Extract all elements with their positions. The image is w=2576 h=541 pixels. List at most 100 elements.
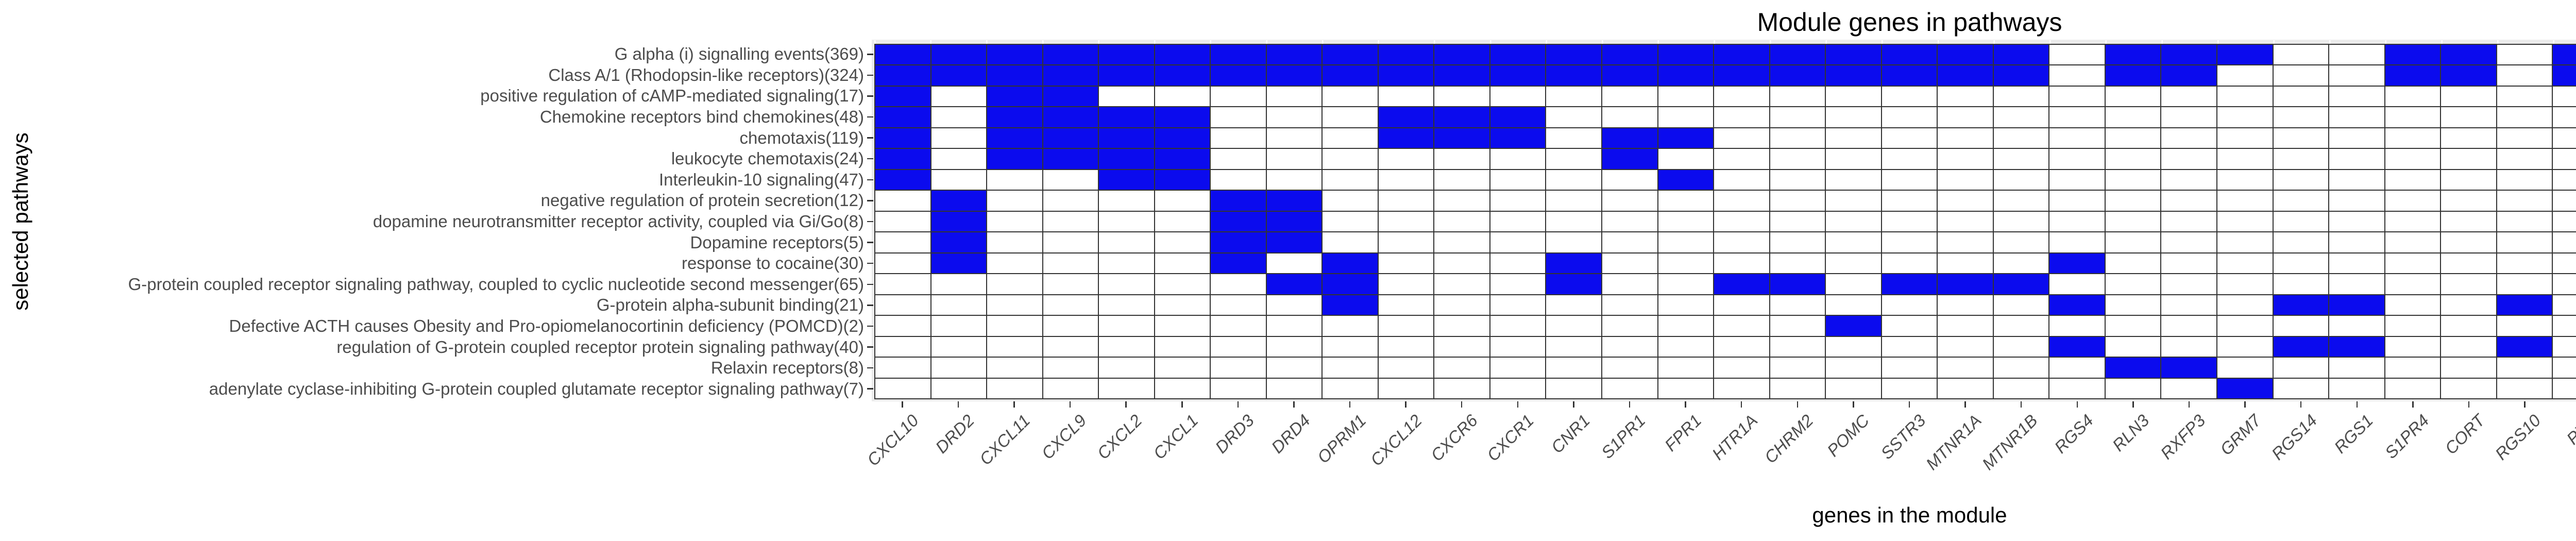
x-tick-label: S1PR1: [1598, 411, 1650, 463]
x-tick: [1125, 401, 1127, 408]
heatmap-cell: [2049, 149, 2105, 169]
heatmap-cell: [1658, 274, 1714, 294]
heatmap-cell: [2105, 336, 2161, 357]
heatmap-cell: [875, 358, 930, 378]
heatmap-cell: [2161, 336, 2216, 357]
heatmap-cell: [2049, 274, 2105, 294]
heatmap-cell: [1546, 336, 1602, 357]
heatmap-cell: [2049, 316, 2105, 336]
heatmap-cell: [2553, 232, 2576, 252]
heatmap-cell: [1099, 378, 1154, 398]
heatmap-cell: [1770, 107, 1825, 127]
heatmap-cell: [1938, 107, 1993, 127]
heatmap-cell: [1993, 65, 2049, 86]
heatmap-cell: [2273, 378, 2329, 398]
heatmap-cell: [1323, 316, 1378, 336]
heatmap-cell: [2105, 378, 2161, 398]
x-tick-label: DRD3: [1211, 411, 1258, 457]
y-tick: [867, 325, 873, 327]
y-tick: [867, 137, 873, 139]
heatmap-cell: [1938, 336, 1993, 357]
x-tick-label: PYY: [2563, 411, 2576, 448]
heatmap-cell: [931, 336, 987, 357]
heatmap-cell: [2105, 191, 2161, 211]
heatmap-cell: [2273, 232, 2329, 252]
heatmap-cell: [2441, 336, 2496, 357]
x-tick: [1293, 401, 1295, 408]
heatmap-cell: [1546, 232, 1602, 252]
heatmap-cell: [1714, 107, 1769, 127]
heatmap-cell: [2217, 211, 2273, 232]
heatmap-cell: [875, 107, 930, 127]
heatmap-cell: [1266, 295, 1322, 315]
heatmap-cell: [1546, 107, 1602, 127]
heatmap-cell: [1826, 358, 1881, 378]
heatmap-cell: [1882, 378, 1937, 398]
x-tick: [2524, 401, 2526, 408]
heatmap-cell: [1714, 149, 1769, 169]
heatmap-cell: [2497, 358, 2552, 378]
heatmap-cell: [1043, 358, 1098, 378]
y-tick: [867, 95, 873, 97]
heatmap-cell: [1099, 45, 1154, 65]
heatmap-cell: [931, 274, 987, 294]
heatmap-cell: [2441, 107, 2496, 127]
heatmap-cell: [1938, 378, 1993, 398]
heatmap-cell: [1266, 232, 1322, 252]
heatmap-cell: [1602, 274, 1657, 294]
heatmap-cell: [1155, 232, 1210, 252]
heatmap-cell: [2273, 295, 2329, 315]
heatmap-cell: [1938, 170, 1993, 190]
heatmap-cell: [2497, 378, 2552, 398]
heatmap-cell: [931, 253, 987, 274]
heatmap-cell: [1770, 149, 1825, 169]
heatmap-cell: [1378, 211, 1434, 232]
heatmap-cell: [1323, 274, 1378, 294]
heatmap-cell: [1155, 274, 1210, 294]
heatmap-cell: [2441, 45, 2496, 65]
heatmap-cell: [2217, 45, 2273, 65]
heatmap-cell: [2049, 86, 2105, 107]
heatmap-cell: [2497, 170, 2552, 190]
heatmap-cell: [2273, 211, 2329, 232]
y-tick: [867, 74, 873, 76]
heatmap-cell: [2441, 378, 2496, 398]
heatmap-cell: [2553, 274, 2576, 294]
x-tick: [1237, 401, 1239, 408]
heatmap-cell: [1378, 45, 1434, 65]
heatmap-cell: [1266, 45, 1322, 65]
x-tick: [957, 401, 959, 408]
heatmap-cell: [1546, 149, 1602, 169]
heatmap-cell: [1434, 86, 1489, 107]
heatmap-cell: [1211, 170, 1266, 190]
heatmap-cell: [2273, 274, 2329, 294]
heatmap-cell: [1211, 274, 1266, 294]
heatmap-cell: [2329, 191, 2384, 211]
heatmap-cell: [1882, 295, 1937, 315]
heatmap-cell: [2105, 128, 2161, 148]
heatmap-cell: [1602, 211, 1657, 232]
x-tick: [2356, 401, 2358, 408]
heatmap-cell: [1602, 191, 1657, 211]
heatmap-cell: [931, 149, 987, 169]
heatmap-cell: [2273, 65, 2329, 86]
heatmap-cell: [1155, 128, 1210, 148]
heatmap-cell: [987, 336, 1042, 357]
heatmap-cell: [1938, 274, 1993, 294]
heatmap-cell: [2217, 191, 2273, 211]
heatmap-cell: [2497, 128, 2552, 148]
heatmap-cell: [1211, 107, 1266, 127]
heatmap-cell: [2161, 253, 2216, 274]
heatmap-cell: [2161, 274, 2216, 294]
heatmap-cell: [1826, 211, 1881, 232]
heatmap-cell: [2441, 65, 2496, 86]
heatmap-cell: [1490, 149, 1546, 169]
heatmap-cell: [987, 107, 1042, 127]
heatmap-cell: [987, 170, 1042, 190]
heatmap-cell: [1602, 295, 1657, 315]
heatmap-cell: [1938, 65, 1993, 86]
heatmap-cell: [1043, 45, 1098, 65]
heatmap-cell: [2553, 107, 2576, 127]
heatmap-cell: [1323, 253, 1378, 274]
